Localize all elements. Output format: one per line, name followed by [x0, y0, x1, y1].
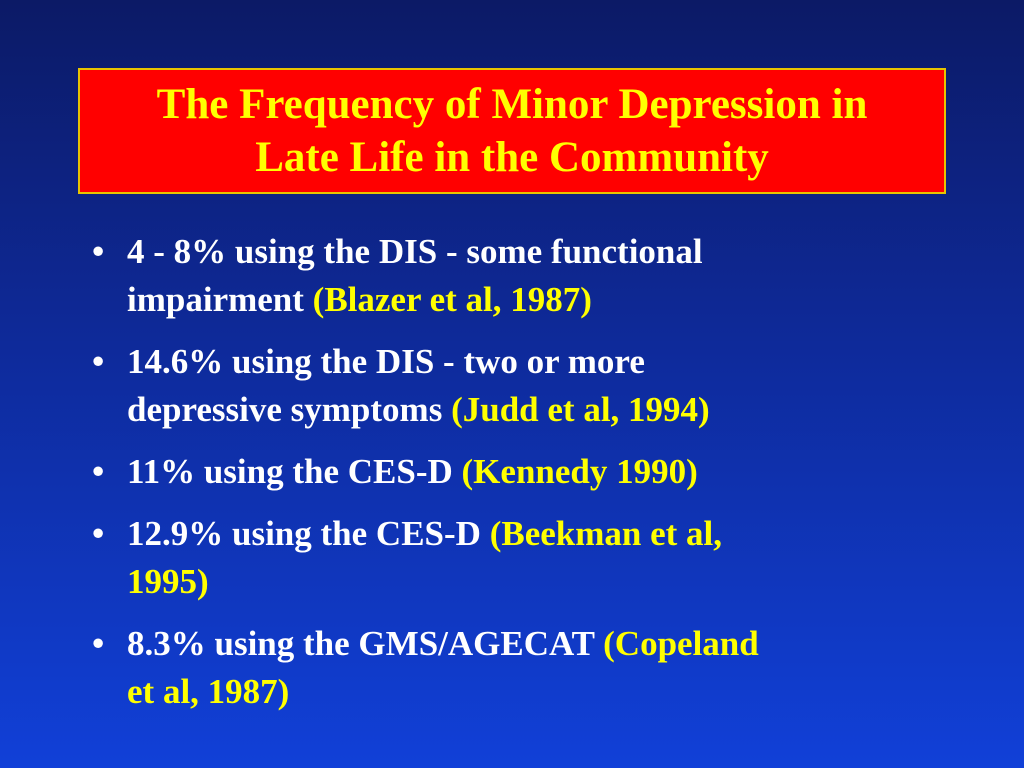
bullet-marker: • [92, 232, 105, 271]
bullet-text-line: 8.3% using the GMS/AGECAT (Copeland [127, 620, 982, 668]
bullet-item-blazer: • 4 - 8% using the DIS - some functional… [82, 228, 982, 324]
bullet-text: depressive symptoms [127, 390, 452, 429]
bullet-item-beekman: • 12.9% using the CES-D (Beekman et al, … [82, 510, 982, 606]
bullet-text-line: 4 - 8% using the DIS - some functional [127, 232, 703, 271]
bullet-text-line: 14.6% using the DIS - two or more [127, 342, 645, 381]
bullet-marker: • [92, 514, 105, 553]
bullet-marker: • [92, 452, 105, 491]
citation: (Judd et al, 1994) [451, 390, 710, 429]
bullet-text: 11% using the CES-D [127, 452, 462, 491]
bullet-item-judd: • 14.6% using the DIS - two or more depr… [82, 338, 982, 434]
slide-title-line-2: Late Life in the Community [255, 134, 769, 181]
bullet-list: • 4 - 8% using the DIS - some functional… [82, 228, 982, 730]
bullet-text-line: 11% using the CES-D (Kennedy 1990) [127, 448, 982, 496]
citation: (Copeland [603, 624, 759, 663]
bullet-marker: • [92, 624, 105, 663]
bullet-item-kennedy: • 11% using the CES-D (Kennedy 1990) [82, 448, 982, 496]
bullet-text-line: 12.9% using the CES-D (Beekman et al, [127, 510, 982, 558]
citation: (Blazer et al, 1987) [312, 280, 592, 319]
bullet-text: 12.9% using the CES-D [127, 514, 490, 553]
bullet-marker: • [92, 342, 105, 381]
citation: et al, 1987) [127, 672, 290, 711]
citation: 1995) [127, 562, 209, 601]
citation: (Kennedy 1990) [461, 452, 698, 491]
slide-title-line-1: The Frequency of Minor Depression in [156, 81, 868, 128]
bullet-text: 8.3% using the GMS/AGECAT [127, 624, 604, 663]
citation: (Beekman et al, [489, 514, 723, 553]
bullet-item-copeland: • 8.3% using the GMS/AGECAT (Copeland et… [82, 620, 982, 716]
bullet-text-line: depressive symptoms (Judd et al, 1994) [127, 386, 982, 434]
bullet-text-line: impairment (Blazer et al, 1987) [127, 276, 982, 324]
bullet-text: impairment [127, 280, 313, 319]
title-box: The Frequency of Minor Depression in Lat… [78, 68, 946, 194]
